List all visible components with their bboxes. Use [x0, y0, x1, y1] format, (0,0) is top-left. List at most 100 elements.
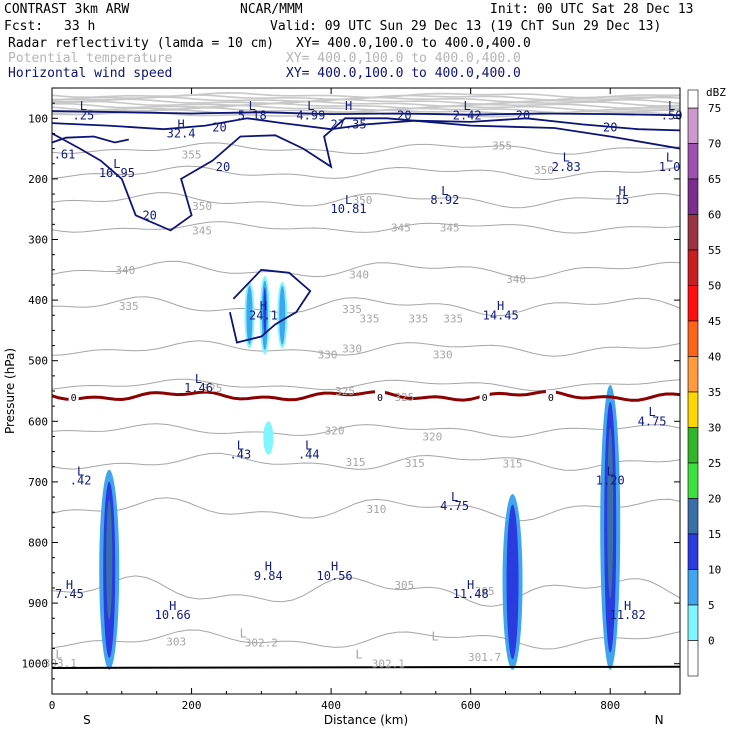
ground-line: [52, 665, 680, 669]
colorbar-unit: dBZ: [706, 86, 726, 99]
extremum-label: H: [265, 560, 272, 574]
extremum-label: H: [177, 117, 184, 131]
theta-contour-top: [52, 106, 680, 114]
ground-surface: [52, 665, 680, 669]
extremum-label: L: [249, 99, 256, 113]
x-tick-label: 400: [321, 699, 341, 712]
extremum-label: 27.35: [330, 117, 366, 131]
colorbar-top-cap: [687, 89, 699, 109]
theta-contour-label: 325: [203, 382, 223, 395]
extremum-label: H: [467, 578, 474, 592]
colorbar-swatch: [687, 285, 699, 322]
y-tick-label: 100: [28, 112, 48, 125]
extremum-label: L: [307, 99, 314, 113]
freezing-label-bg: [545, 390, 556, 403]
theta-contour-label: 301.7: [468, 651, 501, 664]
theta-contour-label: 355: [182, 149, 202, 162]
colorbar-label: 10: [708, 564, 721, 577]
theta-contour-label: 315: [346, 456, 366, 469]
x-tick-label: 600: [461, 699, 481, 712]
freezing-level-label: 0: [377, 393, 383, 404]
y-tick-label: 900: [28, 597, 48, 610]
theta-contour-label: 335: [443, 312, 463, 325]
extremum-label: 1.46: [184, 381, 213, 395]
colorbar-swatch: [687, 249, 699, 286]
colorbar-swatch: [687, 498, 699, 535]
extremum-label: 16.95: [99, 166, 135, 180]
plot-background: [52, 88, 680, 694]
theta-contour-top: [52, 98, 680, 105]
reflectivity-cell-core: [247, 291, 251, 332]
theta-contour: [52, 340, 680, 357]
potential-temperature-contours: [52, 92, 680, 650]
extremum-label: L: [607, 465, 614, 479]
extremum-label: H: [260, 299, 267, 313]
theta-contour-label: 345: [440, 221, 460, 234]
wind-speed-contour: [52, 110, 680, 117]
y-axis-title: Pressure (hPa): [3, 348, 17, 434]
reflectivity-cell-mid: [279, 285, 286, 345]
theta-contour-label: 302.1: [372, 658, 405, 671]
theta-contour: [52, 165, 680, 181]
reflectivity-cell-outer: [277, 281, 288, 349]
x-axis-south: S: [83, 713, 91, 727]
extremum-label: L: [305, 439, 312, 453]
extremum-label: L: [355, 648, 362, 662]
extremum-label: L: [195, 372, 202, 386]
extremum-label: 9.84: [254, 569, 283, 583]
extremum-label: 14.45: [483, 308, 519, 322]
extremum-label: 1.0: [659, 160, 681, 174]
extremum-label: H: [169, 599, 176, 613]
extremum-label: 24.1: [249, 308, 278, 322]
reflectivity-fill: [99, 275, 621, 670]
extremum-label: 7.45: [55, 587, 84, 601]
extremum-label: .25: [73, 108, 95, 122]
theta-contour-label: 335: [360, 312, 380, 325]
freezing-label-bg: [374, 390, 385, 403]
y-tick-label: 1000: [22, 658, 49, 671]
extremum-label: 32.4: [167, 126, 196, 140]
theta-contour: [52, 629, 680, 650]
init-time: Init: 00 UTC Sat 28 Dec 13: [490, 2, 694, 17]
x-tick-label: 0: [49, 699, 56, 712]
extremum-label: H: [66, 578, 73, 592]
extremum-label: L: [113, 157, 120, 171]
forecast-label: Fcst:: [4, 19, 44, 34]
plot-area: [52, 88, 680, 694]
reflectivity-cell-core: [509, 520, 516, 626]
colorbar-swatch: [687, 107, 699, 144]
theta-contour-label: 350: [534, 164, 554, 177]
theta-contour-top: [52, 111, 680, 118]
extremum-label: L: [464, 99, 471, 113]
extremum-label: H: [497, 299, 504, 313]
reflectivity-cell-outer: [600, 384, 621, 670]
colorbar-swatch: [687, 320, 699, 357]
theta-contour-label: 335: [342, 303, 362, 316]
colorbar-swatch: [687, 604, 699, 641]
colorbar-label: 25: [708, 457, 721, 470]
colorbar-label: 40: [708, 351, 721, 364]
theta-contour-label: 325: [394, 391, 414, 404]
extremum-label: L: [451, 490, 458, 504]
extremum-label: L: [666, 151, 673, 165]
y-tick-label: 400: [28, 294, 48, 307]
x-tick-label: 200: [182, 699, 202, 712]
y-tick-label: 500: [28, 355, 48, 368]
reflectivity-cell-mid: [103, 481, 116, 658]
colorbar-label: 20: [708, 493, 721, 506]
theta-contour-label: 355: [492, 140, 512, 153]
theta-contour-top: [52, 96, 680, 103]
y-tick-label: 200: [28, 173, 48, 186]
theta-contour-label: 315: [405, 457, 425, 470]
colorbar-swatch: [687, 569, 699, 606]
colorbar-label: 45: [708, 315, 721, 328]
reflectivity-cell-mid: [265, 423, 272, 453]
field-xy-theta: XY= 400.0,100.0 to 400.0,400.0: [286, 51, 521, 66]
theta-contour-label: 302.2: [245, 636, 278, 649]
theta-contour-label: 303.1: [44, 657, 77, 670]
theta-contour: [52, 497, 680, 522]
wind-contour-label: 20: [212, 120, 226, 134]
colorbar-label: 70: [708, 138, 721, 151]
